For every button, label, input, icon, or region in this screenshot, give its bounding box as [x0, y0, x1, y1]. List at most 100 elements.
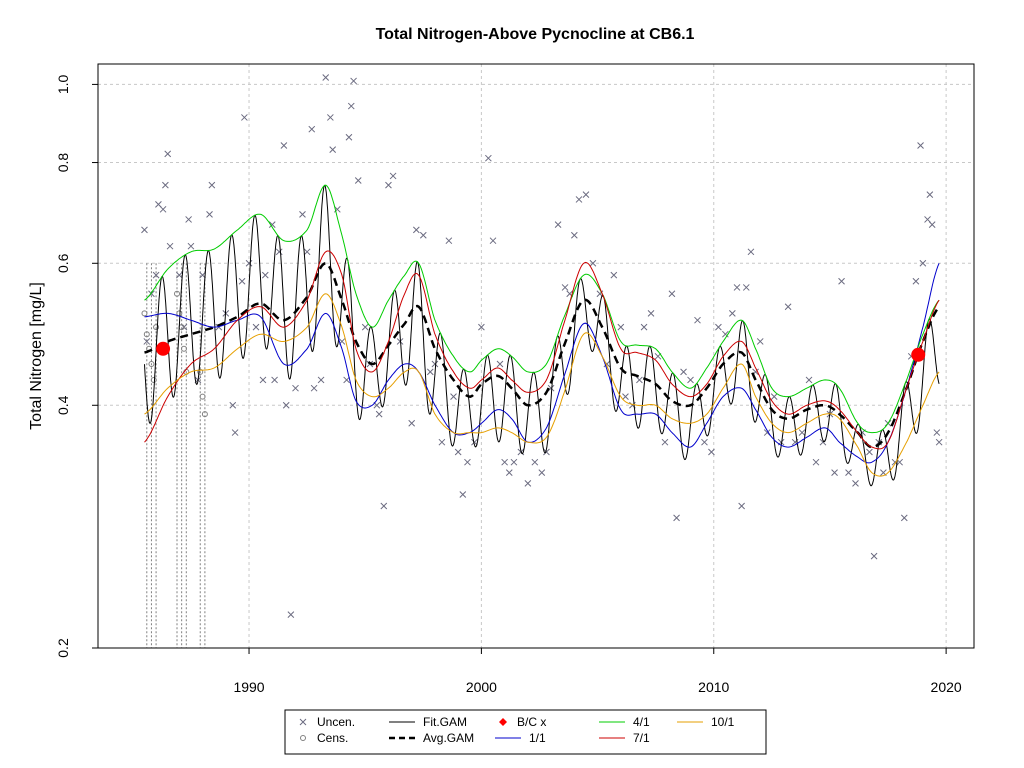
uncensored-point: [838, 277, 845, 285]
uncensored-point: [347, 102, 355, 110]
censored-point: [143, 331, 150, 338]
axes: 1990 2000 2010 2020 0.2 0.4 0.6 0.8 1.0: [55, 74, 962, 695]
uncensored-point: [784, 303, 792, 311]
fit-gam-line: [144, 184, 940, 487]
uncensored-point: [870, 552, 878, 560]
uncensored-point: [852, 480, 859, 487]
uncensored-point: [408, 419, 416, 427]
x-tick-label: 2000: [466, 679, 497, 695]
uncensored-point: [505, 469, 513, 476]
uncensored-point: [229, 401, 237, 409]
uncensored-point: [343, 376, 350, 384]
uncensored-point: [547, 384, 555, 392]
series-line-101: [144, 293, 940, 477]
legend-cross-symbol: [299, 718, 307, 726]
uncensored-point: [919, 259, 927, 267]
uncensored-point: [640, 323, 648, 331]
uncensored-point: [478, 323, 485, 331]
chart-title: Total Nitrogen-Above Pycnocline at CB6.1: [376, 26, 695, 43]
legend-box: [284, 709, 767, 755]
uncensored-point: [661, 438, 669, 446]
uncensored-point: [464, 458, 471, 466]
series-lines: [144, 184, 941, 477]
censored-point: [148, 361, 155, 368]
uncensored-point: [426, 368, 434, 376]
bc-point: [911, 347, 926, 362]
uncensored-point: [575, 196, 583, 203]
uncensored-point: [454, 448, 462, 456]
series-line-11: [144, 263, 940, 464]
legend-label: 7/1: [633, 731, 650, 745]
uncensored-point: [733, 284, 741, 291]
uncensored-point: [164, 150, 172, 158]
uncensored-point: [375, 410, 383, 418]
legend-label: Fit.GAM: [423, 715, 467, 729]
y-tick-label: 0.8: [55, 153, 71, 173]
y-tick-label: 1.0: [55, 74, 71, 94]
x-tick-label: 1990: [233, 679, 264, 695]
uncensored-point: [175, 271, 183, 279]
uncensored-point: [303, 248, 311, 256]
uncensored-point: [510, 458, 518, 466]
uncensored-point: [524, 480, 532, 487]
uncensored-point: [728, 310, 736, 317]
uncensored-point: [141, 226, 148, 234]
uncensored-point: [617, 323, 625, 331]
bc-points: [156, 341, 926, 362]
censored-point: [153, 324, 160, 331]
uncensored-point: [361, 323, 369, 331]
uncensored-point: [543, 448, 550, 456]
legend-item-uncen: Uncen.: [299, 715, 355, 729]
legend-item-11: 1/1: [495, 731, 546, 745]
censored-point: [199, 393, 206, 400]
uncensored-point: [582, 191, 590, 198]
uncensored-point: [589, 259, 597, 267]
legend-item-101: 10/1: [677, 715, 735, 729]
uncensored-point: [489, 237, 497, 245]
uncensored-point: [926, 191, 934, 198]
uncensored-point: [622, 393, 629, 400]
uncensored-point: [845, 469, 852, 476]
uncensored-point: [738, 502, 745, 510]
uncensored-point: [933, 429, 941, 436]
uncensored-point: [900, 514, 908, 522]
x-tick-label: 2020: [931, 679, 962, 695]
uncensored-point: [419, 231, 427, 239]
uncensored-point: [747, 248, 755, 256]
uncensored-point: [206, 210, 213, 218]
uncensored-point: [531, 458, 539, 466]
uncensored-point: [912, 277, 920, 285]
uncensored-point: [282, 401, 290, 409]
uncensored-point: [866, 448, 873, 456]
uncensored-point: [554, 221, 562, 228]
uncensored-point: [485, 154, 492, 162]
uncensored-point: [252, 323, 260, 331]
series-line-71: [144, 250, 940, 450]
uncensored-point: [742, 284, 750, 291]
uncensored-point: [561, 284, 569, 291]
uncensored-point: [471, 438, 478, 446]
uncensored-point: [166, 242, 174, 250]
uncensored-point: [238, 277, 246, 285]
uncensored-point: [389, 172, 397, 180]
uncensored-point: [380, 502, 388, 510]
observations: [141, 74, 943, 618]
uncensored-point: [450, 393, 457, 400]
uncensored-point: [673, 514, 680, 522]
uncensored-point: [231, 429, 239, 436]
legend: Uncen. Cens. Fit.GAM Avg.GAM B/C x 1/1 4/1 7/1 1…: [284, 709, 767, 755]
uncensored-point: [501, 458, 508, 466]
uncensored-point: [770, 393, 778, 400]
y-tick-label: 0.6: [55, 253, 71, 273]
uncensored-point: [431, 360, 439, 368]
fit-gam-curve: [144, 184, 940, 487]
legend-diamond-symbol: [499, 718, 507, 726]
uncensored-point: [271, 376, 278, 384]
uncensored-point: [538, 469, 546, 476]
uncensored-point: [317, 376, 325, 384]
uncensored-point: [354, 177, 362, 184]
uncensored-point: [831, 469, 838, 476]
bc-point: [156, 341, 171, 356]
y-tick-label: 0.2: [55, 638, 71, 658]
